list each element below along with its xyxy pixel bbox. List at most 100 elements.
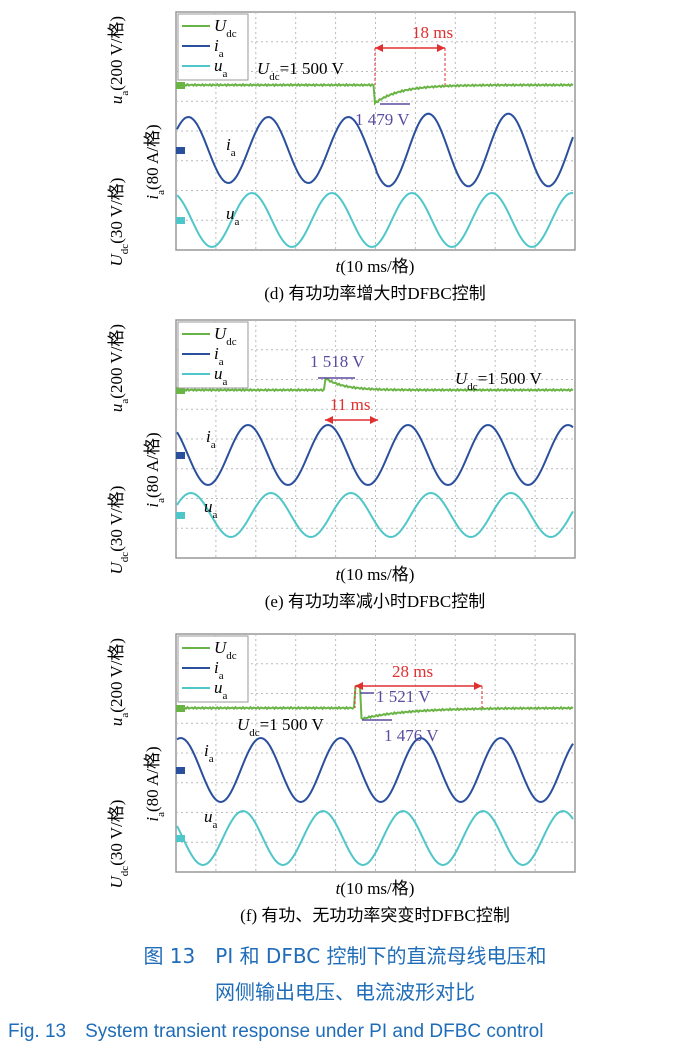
x-axis-label: t(10 ms/格): [336, 565, 415, 584]
legend-entry: ia: [214, 344, 224, 368]
y-axis-label-unit: (30 V/格): [107, 486, 126, 552]
figure-caption-zh: 网侧输出电压、电流波形对比: [215, 980, 475, 1004]
legend-entry: Udc: [214, 638, 237, 662]
value-annotation: 1 521 V: [376, 687, 431, 706]
y-axis-label-sym: i: [143, 195, 162, 200]
legend-entry-sym: i: [214, 658, 219, 677]
dc-annotation-text: =1 500 V: [478, 369, 543, 388]
value-annotation: 1 476 V: [384, 726, 439, 745]
y-axis-label-unit: (200 V/格): [107, 16, 126, 91]
y-axis-label-sub: dc: [119, 552, 131, 563]
legend-entry: Udc: [214, 324, 237, 348]
trace-label: ia: [204, 741, 214, 765]
trace-label-sym: i: [226, 135, 231, 154]
legend-entry-sub: dc: [226, 28, 237, 40]
channel-tag: [176, 835, 185, 842]
y-axis-label-sym: U: [107, 252, 126, 266]
udc-trace: [176, 377, 574, 393]
y-axis-label: ua(200 V/格): [107, 324, 131, 412]
y-axis-label-sym: U: [107, 560, 126, 574]
panel-caption: (d) 有功功率增大时DFBC控制: [264, 284, 485, 303]
legend-entry-sym: u: [214, 678, 223, 697]
arrow-head: [375, 44, 445, 52]
legend-entry-sub: a: [223, 376, 228, 388]
udc-trace: [176, 684, 574, 721]
trace-label-sym: i: [204, 741, 209, 760]
dc-annotation-sym: U: [455, 369, 469, 388]
channel-tag: [176, 82, 185, 89]
legend-entry-sub: dc: [226, 650, 237, 662]
y-axis-label-sub: a: [119, 91, 131, 96]
legend-entry-sym: i: [214, 344, 219, 363]
y-axis-label-unit: (200 V/格): [107, 638, 126, 713]
legend-entry-sym: u: [214, 56, 223, 75]
y-axis-label-sub: a: [119, 399, 131, 404]
trace-label-sym: u: [204, 497, 213, 516]
y-axis-label-unit: (80 A/格): [143, 124, 162, 190]
channel-tag: [176, 217, 185, 224]
trace-label-sym: u: [226, 204, 235, 223]
legend-entry-sub: a: [219, 670, 224, 682]
ia-trace: [176, 736, 574, 804]
trace-label-sub: a: [209, 753, 214, 765]
time-annotation: 28 ms: [392, 662, 433, 681]
legend-entry: Udc: [214, 16, 237, 40]
channel-tag: [176, 387, 185, 394]
y-axis-label: ia(80 A/格): [143, 746, 167, 821]
y-axis-label: Udc(30 V/格): [107, 800, 131, 889]
x-axis-label-sym: t: [336, 257, 342, 276]
y-axis-label-unit: (80 A/格): [143, 432, 162, 498]
y-axis-label-sub: a: [119, 713, 131, 718]
y-axis-label-unit: (30 V/格): [107, 800, 126, 866]
figure-caption-en: Fig. 13 System transient response under …: [8, 1021, 543, 1042]
y-axis-label-sym: u: [107, 96, 126, 105]
legend-entry: ua: [214, 364, 228, 388]
y-axis-label: ua(200 V/格): [107, 638, 131, 726]
value-annotation: 1 479 V: [355, 110, 410, 129]
y-axis-label-sub: a: [155, 812, 167, 817]
panel-caption: (f) 有功、无功功率突变时DFBC控制: [240, 906, 510, 925]
legend-entry-sub: a: [223, 690, 228, 702]
figure-caption-zh: 图 13 PI 和 DFBC 控制下的直流母线电压和: [143, 944, 546, 968]
y-axis-label-sym: i: [143, 503, 162, 508]
legend-entry-sub: a: [219, 48, 224, 60]
y-axis-label: Udc(30 V/格): [107, 486, 131, 575]
legend-entry-sym: u: [214, 364, 223, 383]
time-annotation: 11 ms: [330, 395, 370, 414]
x-axis-label-sym: t: [336, 565, 342, 584]
trace-label: ia: [226, 135, 236, 159]
legend-entry-sub: dc: [226, 336, 237, 348]
trace-label-sym: i: [206, 427, 211, 446]
legend-entry-sub: a: [219, 356, 224, 368]
y-axis-label-sym: i: [143, 817, 162, 822]
time-annotation: 18 ms: [412, 23, 453, 42]
channel-tag: [176, 767, 185, 774]
y-axis-label-sym: U: [107, 874, 126, 888]
trace-label-sub: a: [235, 216, 240, 228]
dc-annotation-sub: dc: [467, 381, 478, 393]
trace-label-sub: a: [213, 819, 218, 831]
y-axis-label-sym: u: [107, 404, 126, 413]
panel-caption: (e) 有功功率减小时DFBC控制: [265, 592, 486, 611]
dc-annotation-sym: U: [237, 715, 251, 734]
legend-entry-sym: U: [214, 638, 228, 657]
x-axis-label-unit: (10 ms/格): [340, 257, 414, 276]
legend-entry-sym: U: [214, 16, 228, 35]
dc-annotation: Udc=1 500 V: [455, 369, 542, 393]
channel-tag: [176, 705, 185, 712]
legend-entry: ia: [214, 36, 224, 60]
ia-trace: [176, 112, 574, 188]
trace-label-sub: a: [211, 439, 216, 451]
dc-annotation-sub: dc: [249, 727, 260, 739]
trace-label-sym: u: [204, 807, 213, 826]
ua-trace: [176, 491, 574, 539]
y-axis-label: Udc(30 V/格): [107, 178, 131, 267]
x-axis-label: t(10 ms/格): [336, 257, 415, 276]
x-axis-label-unit: (10 ms/格): [340, 565, 414, 584]
channel-tag: [176, 147, 185, 154]
y-axis-label: ia(80 A/格): [143, 124, 167, 199]
x-axis-label-sym: t: [336, 879, 342, 898]
channel-tag: [176, 512, 185, 519]
y-axis-label-sym: u: [107, 718, 126, 727]
